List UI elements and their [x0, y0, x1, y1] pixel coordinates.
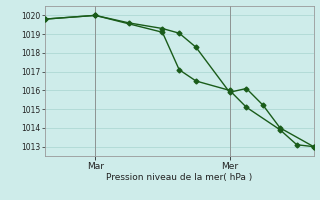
X-axis label: Pression niveau de la mer( hPa ): Pression niveau de la mer( hPa ) — [106, 173, 252, 182]
